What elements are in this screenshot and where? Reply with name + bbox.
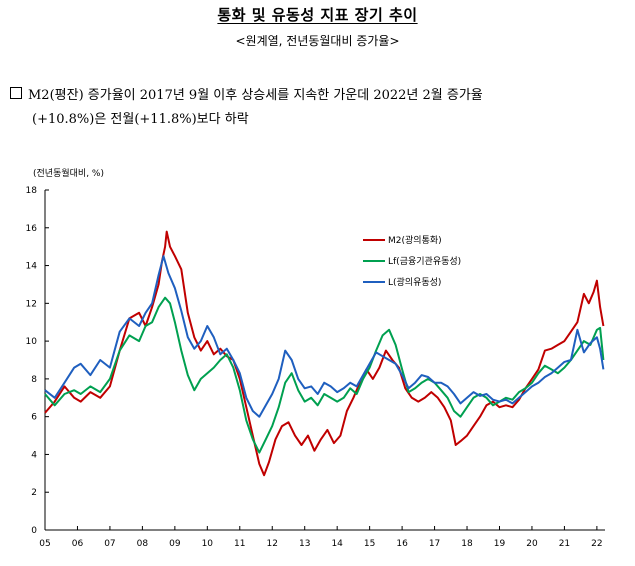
y-axis-label: (전년동월대비, %) xyxy=(33,167,104,179)
line-chart: (전년동월대비, %) 0 2 4 6 8 10 12 14 16 18 05 06 07 08 09 10 1… xyxy=(26,167,605,549)
summary-line-2: (+10.8%)은 전월(+11.8%)보다 하락 xyxy=(10,108,630,132)
y-tick-label: 14 xyxy=(26,262,38,272)
y-tick-label: 16 xyxy=(26,224,38,234)
y-tick-label: 6 xyxy=(31,413,37,423)
x-tick-label: 13 xyxy=(299,539,310,549)
y-tick-label: 8 xyxy=(31,375,37,385)
series-line-3 xyxy=(44,255,605,418)
y-tick-label: 0 xyxy=(31,526,37,536)
x-tick-label: 11 xyxy=(234,539,245,549)
y-tick-label: 2 xyxy=(31,488,37,498)
series-layer xyxy=(44,230,605,477)
summary-line-1: M2(평잔) 증가율이 2017년 9월 이후 상승세를 지속한 가운데 202… xyxy=(10,84,630,108)
bullet-box-icon xyxy=(10,87,22,99)
x-tick-label: 17 xyxy=(429,539,440,549)
legend-label-3: L(광의유동성) xyxy=(388,276,441,288)
x-tick-label: 07 xyxy=(104,539,115,549)
summary-text-2: (+10.8%)은 전월(+11.8%)보다 하락 xyxy=(32,112,249,127)
x-tick-label: 18 xyxy=(461,539,473,549)
y-tick-label: 12 xyxy=(26,299,37,309)
x-tick-label: 05 xyxy=(39,539,50,549)
x-tick-label: 21 xyxy=(559,539,570,549)
x-tick-label: 08 xyxy=(137,539,149,549)
page-title: 통화 및 유동성 지표 장기 추이 xyxy=(217,6,418,24)
x-tick-label: 14 xyxy=(331,539,343,549)
summary-text-1: M2(평잔) 증가율이 2017년 9월 이후 상승세를 지속한 가운데 202… xyxy=(28,88,483,103)
x-tick-label: 16 xyxy=(396,539,408,549)
x-tick-label: 12 xyxy=(267,539,278,549)
y-tick-label: 10 xyxy=(26,337,38,347)
x-tick-label: 10 xyxy=(202,539,214,549)
summary-bullet: M2(평잔) 증가율이 2017년 9월 이후 상승세를 지속한 가운데 202… xyxy=(10,84,630,132)
legend-label-1: M2(광의통화) xyxy=(388,234,442,246)
x-tick-label: 06 xyxy=(72,539,84,549)
x-tick-label: 15 xyxy=(364,539,375,549)
series-line-2 xyxy=(44,296,605,454)
x-tick-label: 20 xyxy=(526,539,538,549)
y-tick-label: 18 xyxy=(26,186,38,196)
series-line-1 xyxy=(44,230,605,477)
x-tick-label: 22 xyxy=(591,539,602,549)
x-tick-label: 19 xyxy=(494,539,506,549)
page-subtitle: <원계열, 전년동월대비 증가율> xyxy=(235,34,400,48)
x-tick-label: 09 xyxy=(169,539,181,549)
y-tick-label: 4 xyxy=(31,450,37,460)
axes: 0 2 4 6 8 10 12 14 16 18 05 06 07 08 09 10 11 12 13 14 15 16 1… xyxy=(26,186,605,549)
legend-label-2: Lf(금융기관유동성) xyxy=(388,256,461,267)
legend: M2(광의통화) Lf(금융기관유동성) L(광의유동성) xyxy=(363,234,461,288)
